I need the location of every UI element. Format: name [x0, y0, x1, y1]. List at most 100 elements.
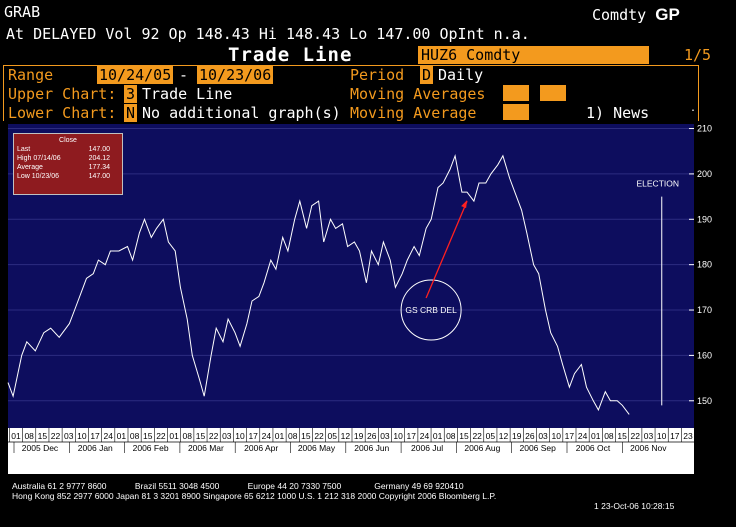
period-label: Period	[350, 66, 405, 84]
range-to-field[interactable]: 10/23/06	[197, 66, 274, 84]
ticker-field[interactable]: HUZ6 Comdty	[418, 46, 649, 64]
x-tick-label: 22	[472, 431, 482, 441]
footer-line-1: Australia 61 2 9777 8600 Brazil 5511 304…	[12, 481, 464, 491]
corner-dot: .	[690, 103, 697, 114]
x-tick-label: 10	[77, 431, 87, 441]
x-tick-label: 08	[288, 431, 298, 441]
app-label: GRAB	[4, 3, 41, 21]
x-tick-label: 03	[644, 431, 654, 441]
x-tick-label: 03	[380, 431, 390, 441]
x-tick-label: 17	[407, 431, 417, 441]
x-tick-label: 01	[11, 431, 21, 441]
x-tick-label: 17	[248, 431, 258, 441]
upper-chart-label: Upper Chart:	[8, 85, 117, 103]
x-tick-label: 08	[24, 431, 34, 441]
x-tick-label: 03	[64, 431, 74, 441]
moving-average-field-3[interactable]	[503, 104, 529, 120]
x-tick-label: 22	[51, 431, 61, 441]
legend-row: Average 177.34	[14, 163, 122, 172]
month-label: 2006 Apr	[244, 443, 278, 453]
month-label: 2006 Oct	[576, 443, 611, 453]
x-tick-label: 15	[143, 431, 153, 441]
upper-chart-code-field[interactable]: 3	[124, 85, 138, 103]
footer-contacts: Australia 61 2 9777 8600 Brazil 5511 304…	[12, 481, 496, 501]
series-line	[7, 153, 630, 415]
x-tick-label: 22	[156, 431, 166, 441]
y-tick-label: 200	[697, 169, 712, 179]
news-link[interactable]: 1) News	[586, 104, 650, 122]
y-tick-label: 190	[697, 214, 712, 224]
range-from-field[interactable]: 10/24/05	[97, 66, 174, 84]
period-code-field[interactable]: D	[420, 66, 434, 84]
settings-right-rule	[698, 65, 699, 121]
x-tick-label: 15	[617, 431, 627, 441]
annotation-label: ELECTION	[636, 179, 679, 189]
x-tick-label: 08	[446, 431, 456, 441]
month-label: 2006 Jul	[411, 443, 443, 453]
legend-key: Low 10/23/06	[17, 173, 60, 180]
x-tick-label: 08	[130, 431, 140, 441]
legend-value: 204.12	[88, 155, 110, 162]
stats-legend: Close Last 147.00 High 07/14/06 204.12 Ave…	[13, 133, 123, 195]
x-tick-label: 08	[183, 431, 193, 441]
moving-average-label: Moving Average	[350, 104, 477, 122]
x-tick-label: 19	[354, 431, 364, 441]
y-tick-label: 160	[697, 350, 712, 360]
month-label: 2005 Dec	[22, 443, 59, 453]
annotation-label: GS CRB DEL	[405, 305, 457, 315]
month-label: 2006 Aug	[464, 443, 500, 453]
month-label: 2006 Mar	[188, 443, 224, 453]
month-label: 2006 Feb	[133, 443, 169, 453]
annotation-arrow	[425, 200, 468, 299]
footer-timestamp: 1 23-Oct-06 10:28:15	[594, 501, 675, 511]
x-tick-label: 08	[604, 431, 614, 441]
y-tick-label: 150	[697, 396, 712, 406]
lower-chart-value: No additional graph(s)	[142, 104, 341, 122]
x-tick-label: 26	[525, 431, 535, 441]
y-axis: 150 160 170 180 190 200 210	[689, 124, 712, 406]
page-title: Trade Line	[228, 44, 353, 66]
x-tick-label: 24	[262, 431, 272, 441]
x-tick-label: 15	[301, 431, 311, 441]
month-label: 2006 May	[298, 443, 336, 453]
arrow-head	[461, 200, 468, 209]
x-tick-label: 24	[420, 431, 430, 441]
footer-line-2: Hong Kong 852 2977 6000 Japan 81 3 3201 …	[12, 491, 497, 501]
x-tick-label: 24	[578, 431, 588, 441]
legend-value: 177.34	[88, 164, 110, 171]
x-tick-label: 01	[169, 431, 179, 441]
settings-left-rule	[3, 65, 4, 121]
legend-key: Average	[17, 164, 43, 171]
x-axis: 01 08 15 22 03 10 17 24 01 08 15 22 01 08 15 22 03 10 17 24…	[8, 428, 694, 453]
range-label: Range	[8, 66, 54, 84]
x-tick-label: 15	[459, 431, 469, 441]
x-tick-label: 17	[90, 431, 100, 441]
x-tick-label: 24	[104, 431, 114, 441]
x-tick-label: 19	[512, 431, 522, 441]
x-tick-label: 01	[117, 431, 127, 441]
month-label: 2006 Nov	[630, 443, 667, 453]
y-tick-label: 210	[697, 124, 712, 134]
x-tick-label: 12	[499, 431, 509, 441]
x-tick-label: 05	[328, 431, 338, 441]
moving-average-field-2[interactable]	[540, 85, 566, 101]
lower-chart-code-field[interactable]: N	[124, 104, 138, 122]
moving-average-field-1[interactable]	[503, 85, 529, 101]
y-tick-label: 170	[697, 305, 712, 315]
legend-key: Last	[17, 146, 31, 153]
legend-key: High 07/14/06	[17, 155, 61, 162]
legend-row: High 07/14/06 204.12	[14, 154, 122, 163]
x-tick-label: 17	[670, 431, 680, 441]
x-tick-label: 01	[275, 431, 285, 441]
x-tick-label: 17	[565, 431, 575, 441]
month-label: 2006 Jan	[78, 443, 113, 453]
x-tick-label: 10	[235, 431, 245, 441]
x-tick-label: 12	[341, 431, 351, 441]
x-tick-label: 03	[222, 431, 232, 441]
annotations: GS CRB DEL ELECTION	[400, 179, 679, 406]
x-tick-label: 22	[631, 431, 641, 441]
function-code: GP	[655, 5, 680, 24]
x-tick-label: 01	[591, 431, 601, 441]
x-tick-label: 05	[486, 431, 496, 441]
